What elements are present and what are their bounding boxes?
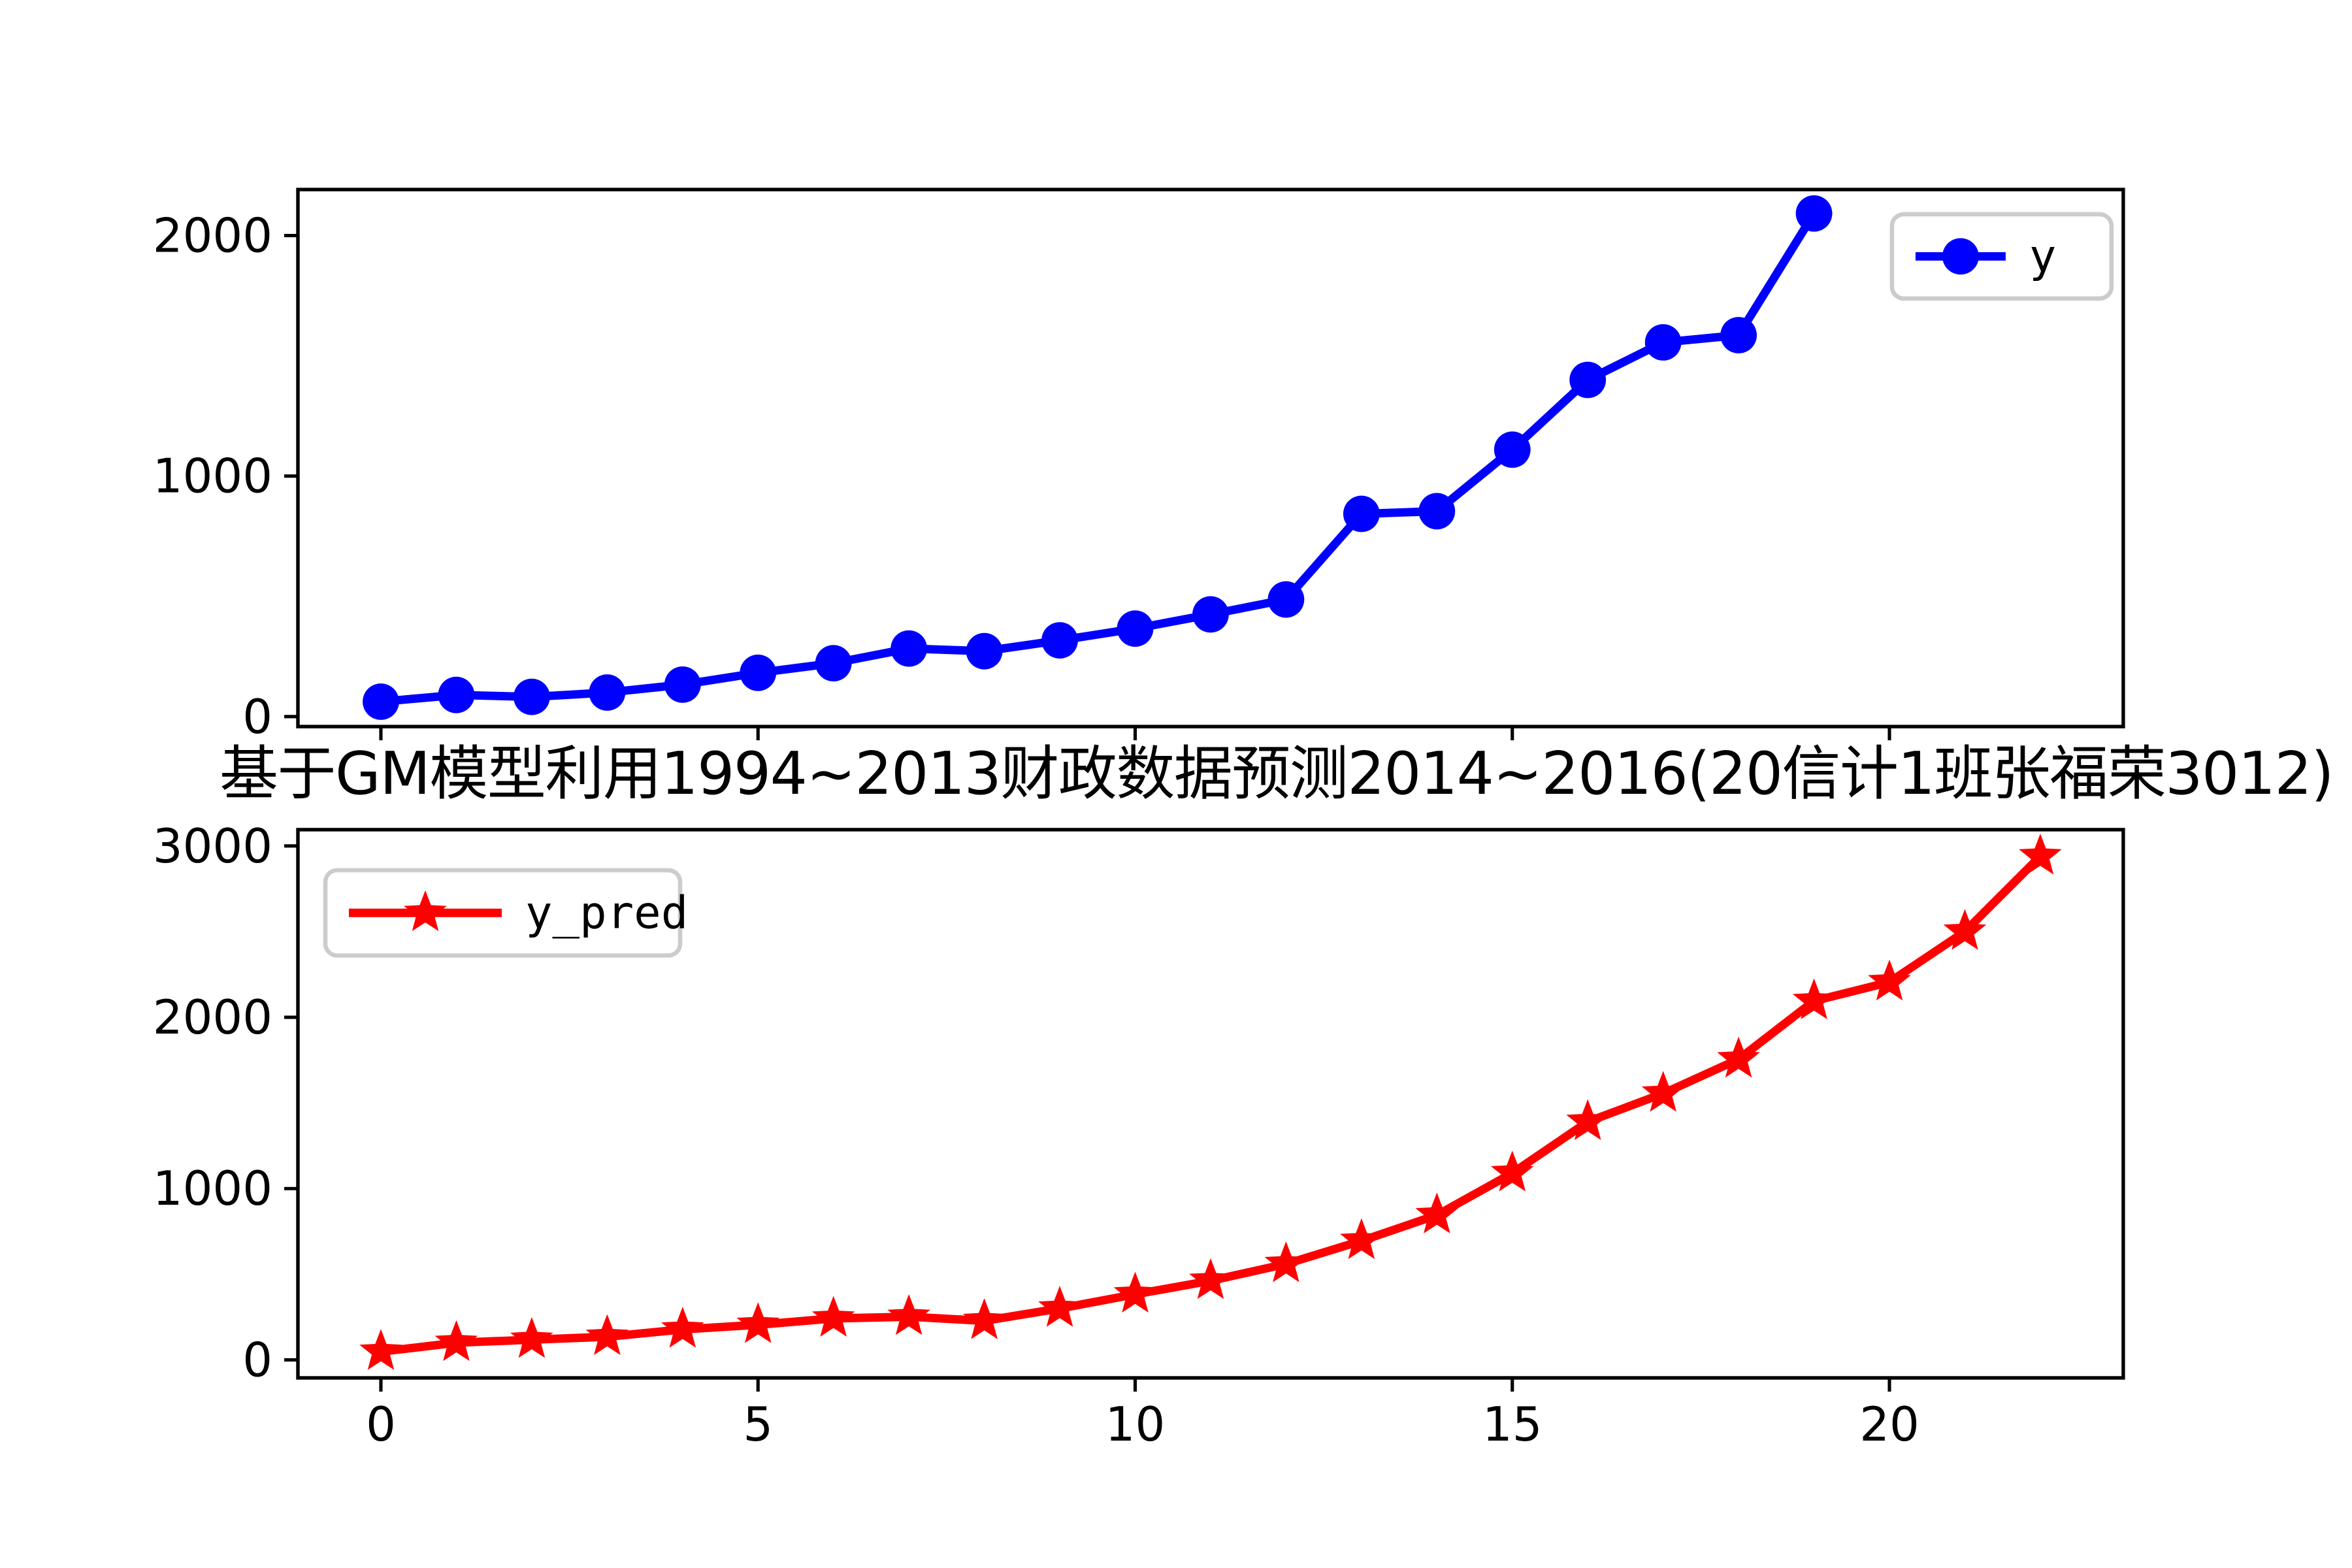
legend-label: y xyxy=(2029,230,2057,282)
y-marker xyxy=(664,666,701,703)
axes-spines xyxy=(296,188,2125,728)
y_pred-marker xyxy=(1641,1071,1685,1112)
y_pred-marker xyxy=(1943,909,1987,950)
y_pred-marker xyxy=(1340,1218,1383,1260)
y-marker xyxy=(815,645,852,682)
y_pred-marker xyxy=(434,1320,478,1362)
legend-label: y_pred xyxy=(525,887,688,939)
y_pred-marker xyxy=(359,1329,402,1370)
y_pred-marker xyxy=(1792,978,1836,1020)
legend-box xyxy=(323,868,683,958)
y-tick-label: 3000 xyxy=(153,819,272,874)
legend-sample-marker xyxy=(1942,238,1979,275)
x-tick-label: 0 xyxy=(366,1397,396,1452)
y_pred-marker xyxy=(1717,1036,1760,1078)
y-marker xyxy=(966,632,1003,670)
y-marker xyxy=(1267,581,1305,618)
y_pred-marker xyxy=(811,1296,855,1337)
y_pred-marker xyxy=(1264,1241,1308,1282)
y_pred-marker xyxy=(962,1298,1006,1339)
y-marker xyxy=(890,630,928,667)
y-tick-label: 2000 xyxy=(153,990,272,1045)
y_pred-marker xyxy=(510,1317,553,1358)
legend: y xyxy=(1889,212,2114,301)
y_pred-marker xyxy=(887,1294,930,1335)
y-marker xyxy=(1041,622,1078,659)
y_pred-marker xyxy=(1113,1271,1157,1313)
y_pred-marker xyxy=(2019,834,2062,875)
x-tick-label: 15 xyxy=(1482,1397,1543,1452)
y-marker xyxy=(1720,317,1757,353)
x-tick-label: 20 xyxy=(1859,1397,1919,1452)
legend-sample-marker xyxy=(404,890,447,932)
y-marker xyxy=(1343,495,1380,532)
x-tick-label: 10 xyxy=(1105,1397,1166,1452)
y_pred-marker xyxy=(736,1302,780,1343)
y_pred-marker xyxy=(1490,1151,1534,1192)
y-marker xyxy=(1795,195,1833,232)
legend: y_pred xyxy=(323,868,688,958)
y-marker xyxy=(1418,493,1456,530)
y_pred-marker xyxy=(1566,1099,1609,1140)
y_pred-marker xyxy=(1189,1258,1232,1299)
y-marker xyxy=(740,654,777,691)
y-marker xyxy=(513,678,550,715)
y-tick-label: 0 xyxy=(242,1332,272,1387)
y-marker xyxy=(1494,431,1531,468)
y-marker xyxy=(1192,596,1229,633)
y_pred-marker xyxy=(661,1307,704,1348)
y_pred-marker xyxy=(1868,959,1911,1001)
y-marker xyxy=(1117,610,1154,647)
y-marker xyxy=(438,676,475,713)
y-marker xyxy=(589,674,626,711)
axes-spines xyxy=(296,828,2125,1380)
y-tick-label: 1000 xyxy=(153,1161,272,1216)
y-tick-label: 2000 xyxy=(153,208,272,263)
y_pred-marker xyxy=(1415,1192,1459,1233)
y-marker xyxy=(1569,361,1607,399)
y-tick-label: 1000 xyxy=(153,449,272,504)
y-tick-label: 0 xyxy=(242,689,272,744)
figure-title: 基于GM模型利用1994~2013财政数据预测2014~2016(20信计1班张… xyxy=(220,741,2334,809)
y-marker xyxy=(363,683,399,720)
y_pred-marker xyxy=(585,1314,629,1355)
x-tick-label: 5 xyxy=(743,1397,773,1452)
y_pred-marker xyxy=(1038,1286,1081,1327)
y-marker xyxy=(1644,324,1682,361)
